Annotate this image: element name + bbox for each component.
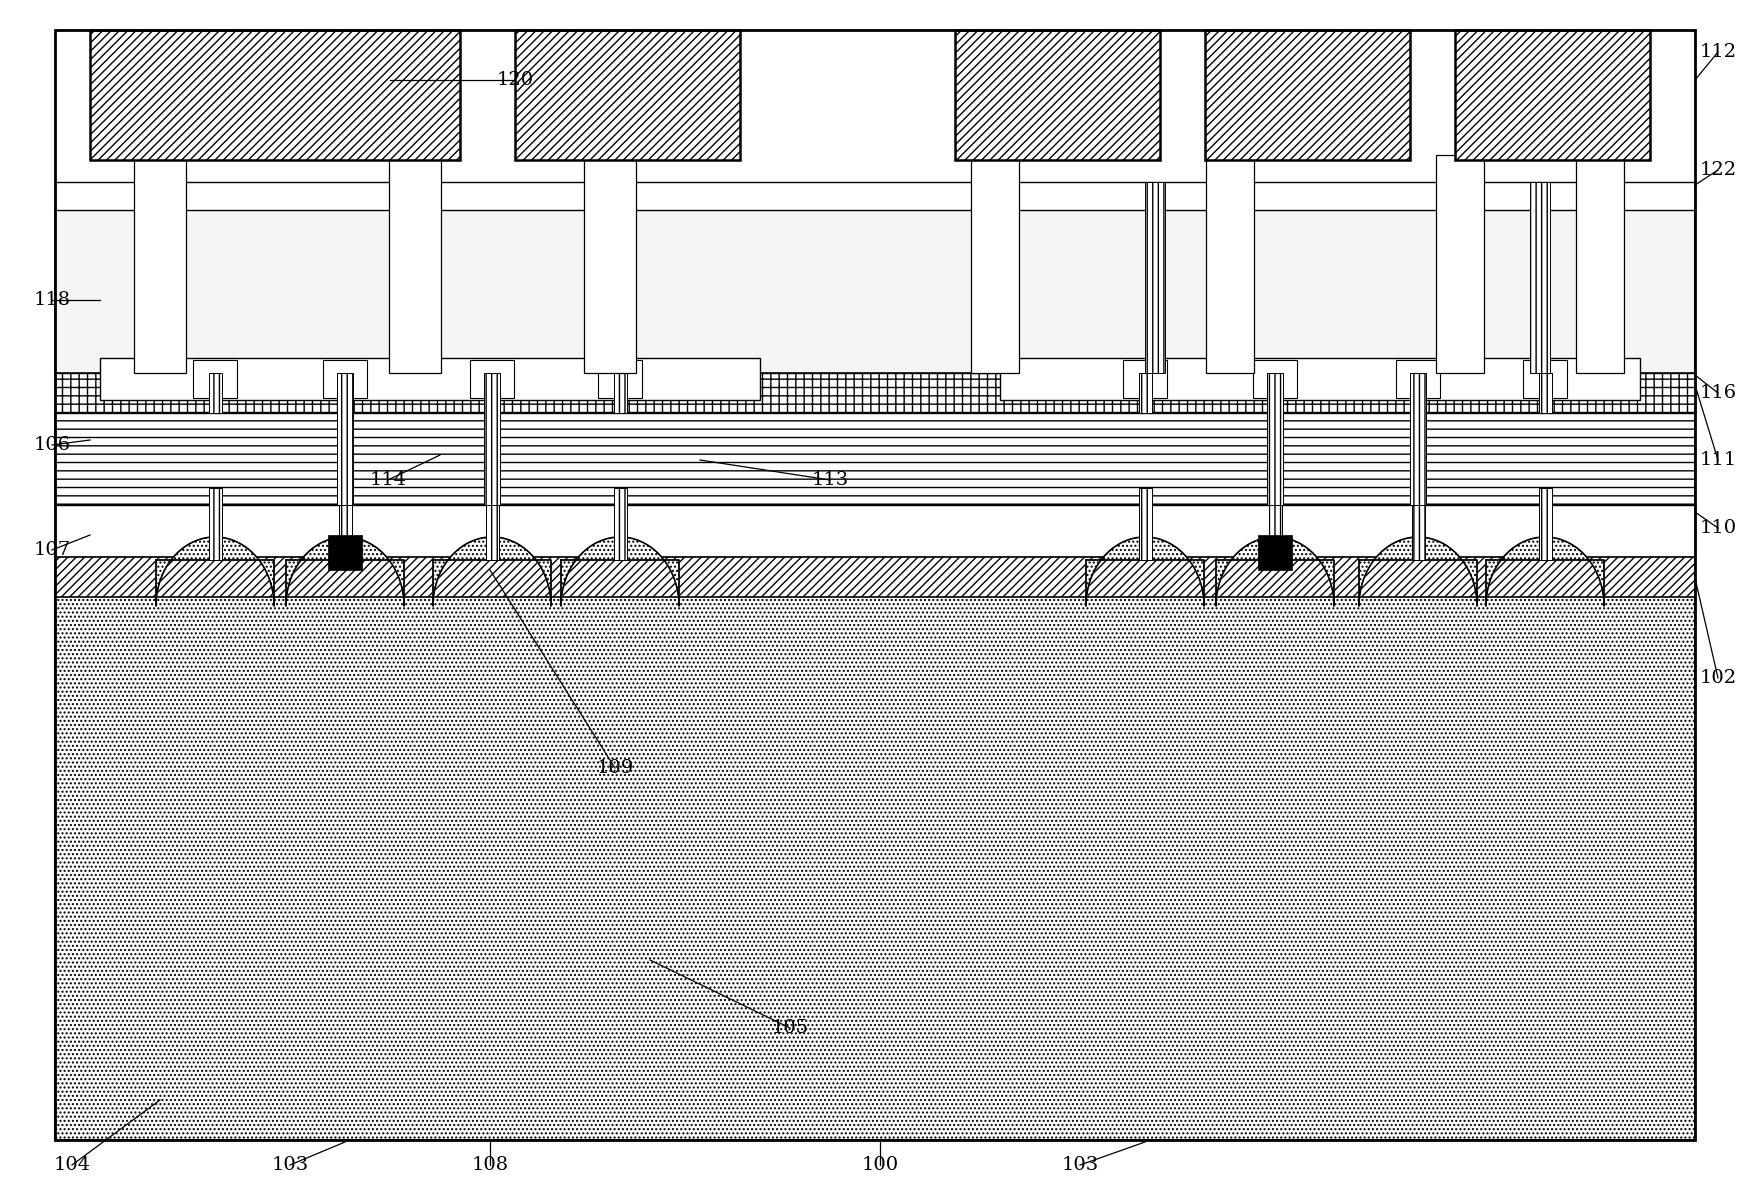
Text: 109: 109 [597, 759, 633, 777]
Polygon shape [1486, 537, 1605, 607]
Polygon shape [285, 537, 404, 607]
Polygon shape [1360, 537, 1477, 607]
Bar [208, 488, 222, 560]
Bar [1124, 361, 1167, 398]
Bar [584, 155, 635, 373]
Text: 104: 104 [54, 1156, 91, 1174]
Polygon shape [562, 537, 679, 607]
Bar [487, 373, 499, 413]
Text: 116: 116 [1699, 384, 1736, 402]
Bar [1267, 373, 1283, 505]
Text: 100: 100 [861, 1156, 898, 1174]
Bar [1577, 155, 1624, 373]
Bar [54, 413, 1696, 505]
Text: 122: 122 [1699, 161, 1736, 179]
Polygon shape [432, 537, 551, 607]
Text: 111: 111 [1699, 451, 1736, 469]
Text: 118: 118 [33, 291, 70, 309]
Bar [1454, 30, 1650, 160]
Bar [1412, 488, 1424, 560]
Bar [1410, 373, 1426, 505]
Bar [1139, 373, 1152, 413]
Bar [471, 361, 514, 398]
Text: 103: 103 [1060, 1156, 1099, 1174]
Bar [1522, 361, 1566, 398]
Polygon shape [1216, 537, 1334, 607]
Bar [208, 373, 222, 413]
Polygon shape [1216, 537, 1334, 607]
Bar [1253, 361, 1297, 398]
Text: 110: 110 [1699, 519, 1736, 537]
Bar [164, 181, 186, 373]
Bar [192, 361, 236, 398]
Bar [135, 155, 186, 373]
Text: 102: 102 [1699, 669, 1736, 687]
Bar [1412, 373, 1424, 413]
Bar [54, 210, 1696, 373]
Bar [487, 488, 499, 560]
Bar [324, 361, 368, 398]
Bar [54, 373, 1696, 413]
Polygon shape [1360, 537, 1477, 607]
Text: 108: 108 [471, 1156, 509, 1174]
Bar [514, 30, 740, 160]
Bar [1269, 488, 1283, 560]
Polygon shape [1087, 537, 1204, 607]
Bar [614, 373, 626, 413]
Bar [340, 488, 352, 560]
Text: 103: 103 [271, 1156, 308, 1174]
Bar [54, 590, 1696, 1140]
Polygon shape [1087, 537, 1204, 607]
Polygon shape [1486, 537, 1605, 607]
Text: 106: 106 [33, 436, 70, 454]
Bar [485, 373, 500, 505]
Bar [54, 556, 1696, 597]
Bar [1530, 181, 1550, 373]
Polygon shape [432, 537, 551, 607]
Bar [1269, 373, 1283, 413]
Bar [1258, 535, 1292, 570]
Text: 105: 105 [772, 1018, 808, 1038]
Text: 107: 107 [33, 541, 70, 559]
Bar [1206, 30, 1411, 160]
Bar [971, 155, 1018, 373]
Text: 113: 113 [812, 470, 849, 490]
Polygon shape [156, 537, 275, 607]
Bar [1206, 155, 1255, 373]
Text: 120: 120 [497, 70, 534, 90]
Bar [327, 535, 362, 570]
Polygon shape [156, 537, 275, 607]
Bar [338, 373, 354, 505]
Bar [1144, 181, 1166, 373]
Bar [956, 30, 1160, 160]
Text: 112: 112 [1699, 43, 1736, 61]
Bar [388, 155, 441, 373]
Polygon shape [562, 537, 679, 607]
Bar [1396, 361, 1440, 398]
Bar [999, 358, 1640, 400]
Bar [54, 505, 1696, 556]
Bar [54, 181, 1696, 210]
Bar [340, 373, 352, 413]
Bar [89, 30, 460, 160]
Bar [1538, 488, 1552, 560]
Bar [1538, 373, 1552, 413]
Text: 114: 114 [369, 470, 406, 490]
Bar [1437, 155, 1484, 373]
Bar [100, 358, 760, 400]
Bar [600, 181, 619, 373]
Bar [614, 488, 626, 560]
Bar [1139, 488, 1152, 560]
Polygon shape [285, 537, 404, 607]
Bar [598, 361, 642, 398]
